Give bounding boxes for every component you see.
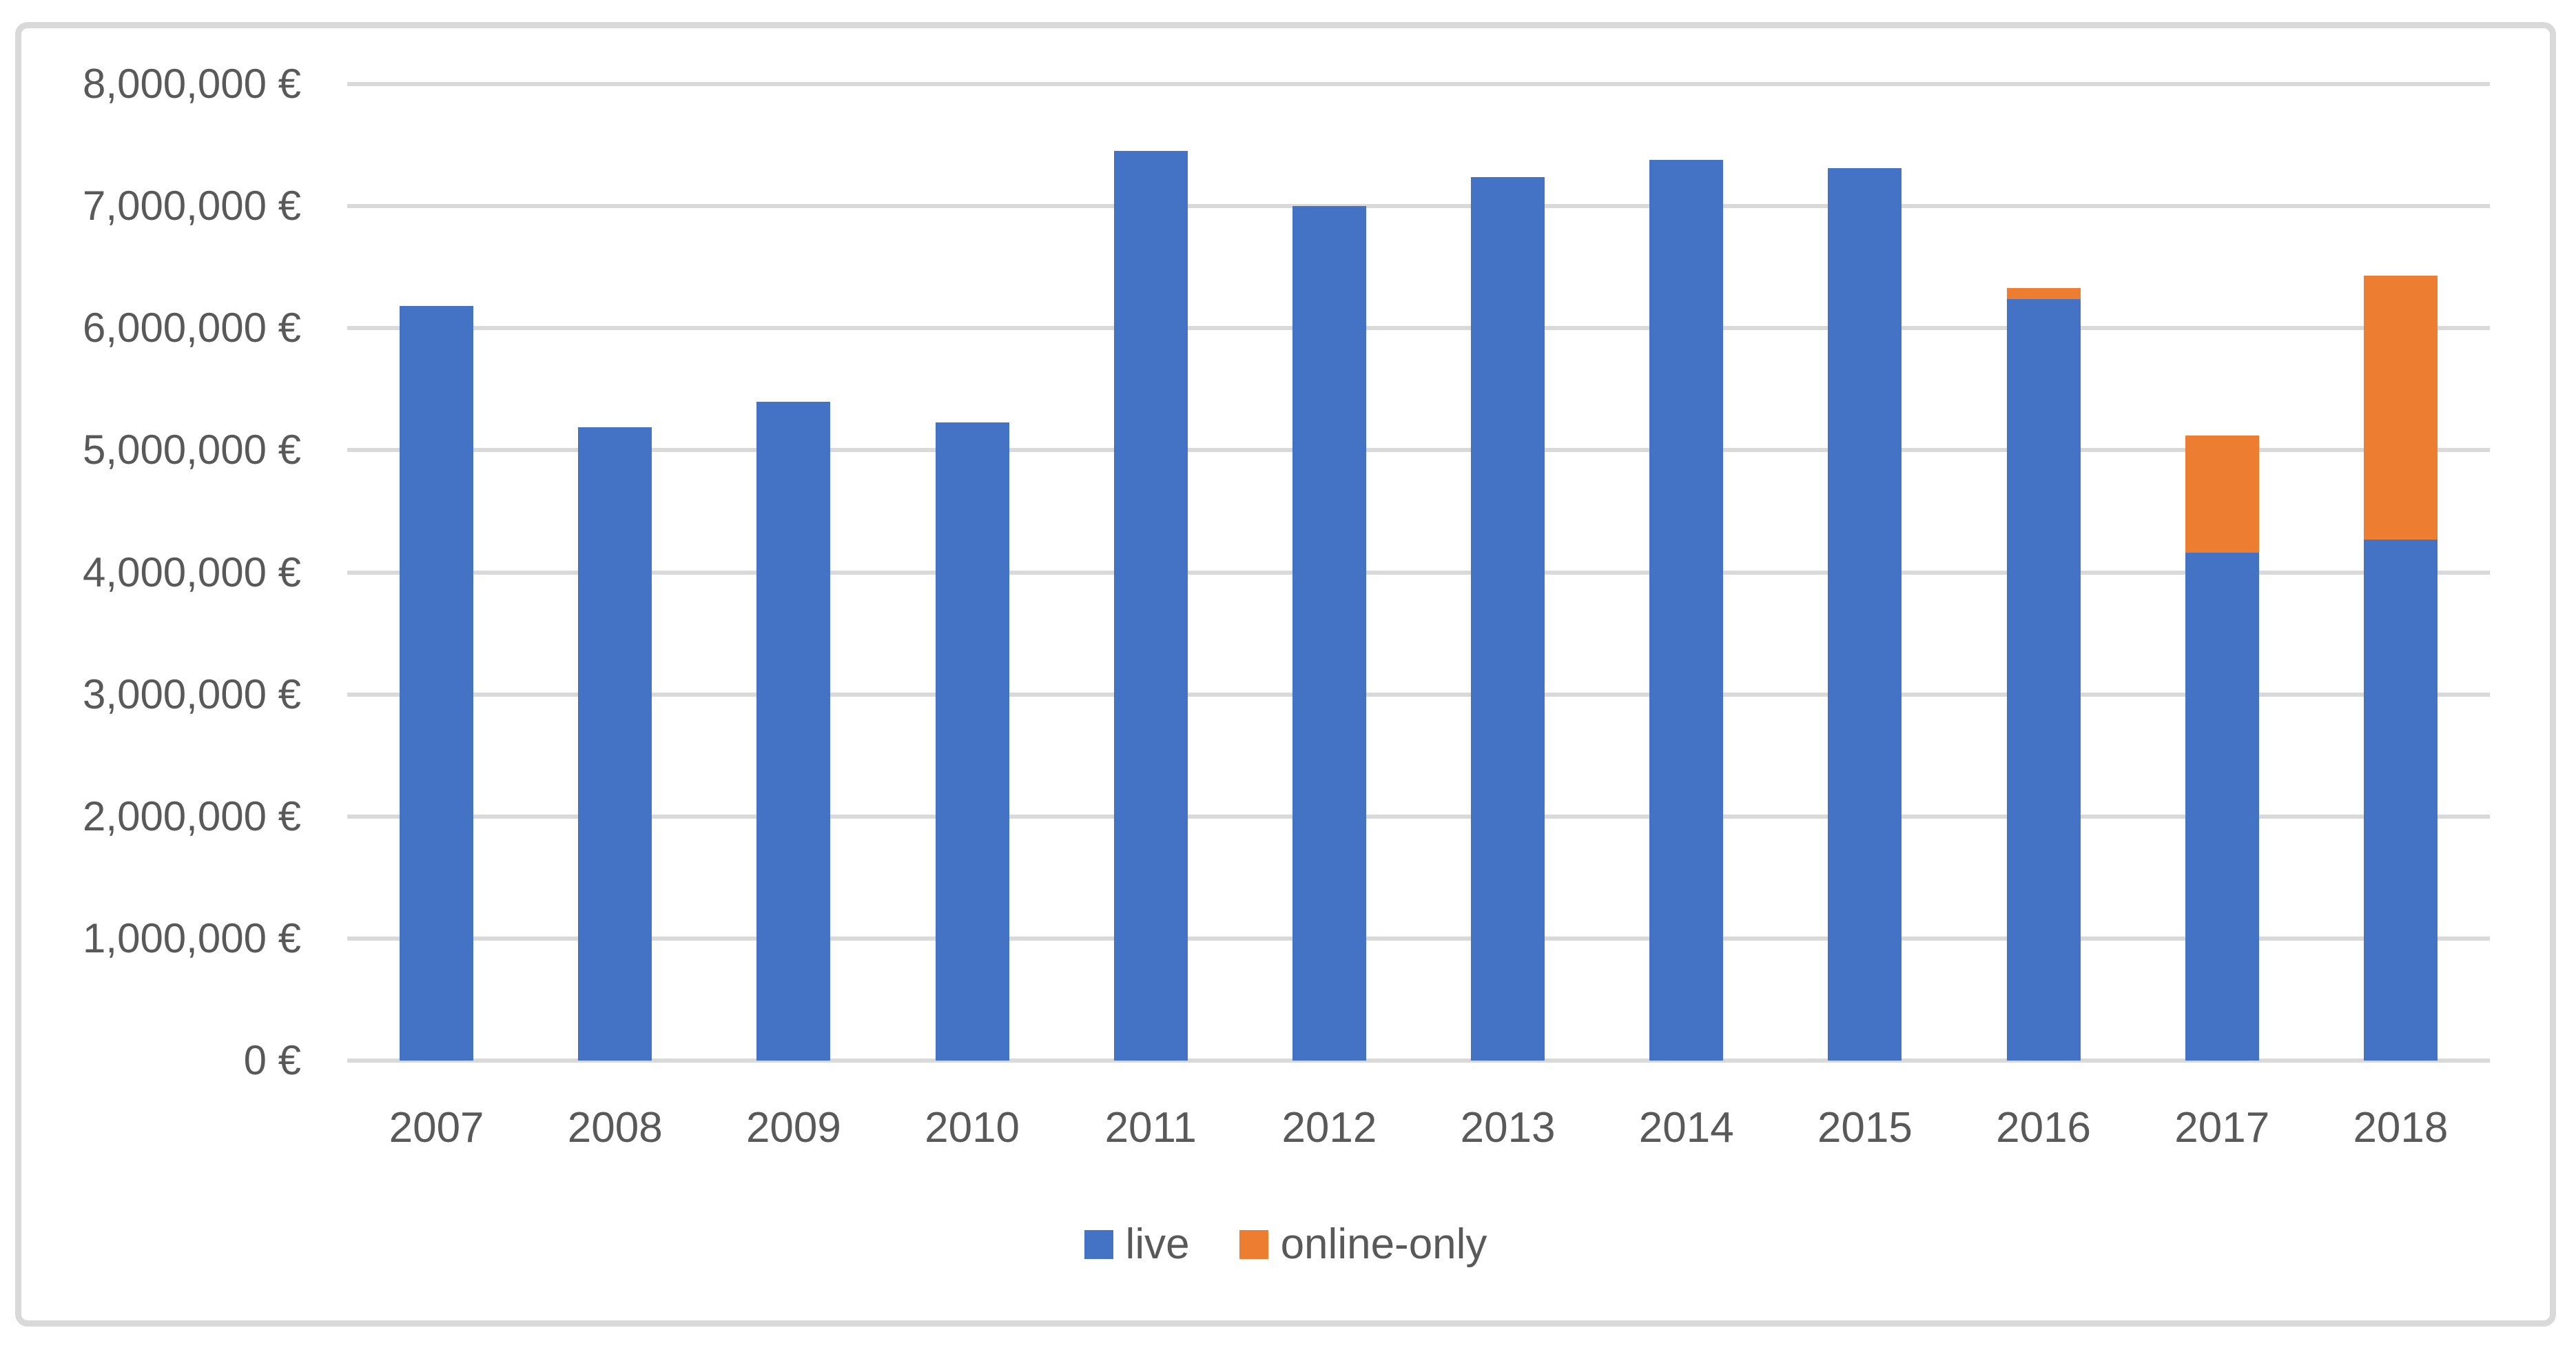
gridline	[347, 204, 2490, 209]
gridline	[347, 814, 2490, 819]
y-axis-tick-label: 8,000,000 €	[83, 61, 301, 107]
y-axis-tick-label: 2,000,000 €	[83, 792, 301, 839]
y-axis-tick-label: 1,000,000 €	[83, 914, 301, 961]
bar-live-2014[interactable]	[1649, 159, 1724, 1061]
bar-live-2009[interactable]	[756, 401, 831, 1061]
legend-swatch-icon	[1084, 1230, 1113, 1259]
x-axis-tick-label-2011: 2011	[1104, 1104, 1197, 1152]
gridline	[347, 448, 2490, 453]
gridline	[347, 326, 2490, 331]
bar-online-only-2016[interactable]	[2006, 287, 2081, 299]
x-axis-tick-label-2016: 2016	[1996, 1104, 2092, 1152]
y-axis-tick-label: 7,000,000 €	[83, 183, 301, 229]
bar-online-only-2017[interactable]	[2185, 436, 2259, 553]
y-axis-tick-label: 3,000,000 €	[83, 671, 301, 717]
bar-live-2012[interactable]	[1292, 206, 1366, 1061]
x-axis-tick-label-2008: 2008	[567, 1104, 663, 1152]
bar-live-2011[interactable]	[1113, 151, 1188, 1061]
x-axis-tick-label-2014: 2014	[1638, 1104, 1734, 1152]
x-axis-tick-label-2013: 2013	[1460, 1104, 1556, 1152]
y-axis-tick-label: 5,000,000 €	[83, 427, 301, 473]
y-axis-tick-label: 4,000,000 €	[83, 549, 301, 595]
bar-live-2018[interactable]	[2363, 539, 2438, 1061]
legend-swatch-icon	[1239, 1230, 1268, 1259]
bar-live-2010[interactable]	[935, 422, 1009, 1061]
legend-label: live	[1125, 1220, 1190, 1268]
y-axis-tick-label: 0 €	[243, 1037, 301, 1083]
bar-live-2013[interactable]	[1471, 176, 1545, 1061]
bar-live-2015[interactable]	[1828, 168, 1902, 1061]
bar-online-only-2018[interactable]	[2363, 276, 2438, 540]
x-axis-tick-label-2010: 2010	[925, 1104, 1020, 1152]
x-axis-tick-label-2009: 2009	[745, 1104, 841, 1152]
bar-live-2007[interactable]	[400, 306, 474, 1061]
bar-live-2008[interactable]	[578, 427, 652, 1061]
x-axis-tick-label-2007: 2007	[389, 1104, 484, 1152]
x-axis-tick-label-2018: 2018	[2353, 1104, 2449, 1152]
legend-item-online-only[interactable]: online-only	[1239, 1218, 1487, 1271]
x-axis-tick-label-2012: 2012	[1281, 1104, 1377, 1152]
gridline	[347, 692, 2490, 697]
x-axis-tick-label-2017: 2017	[2174, 1104, 2270, 1152]
bar-live-2017[interactable]	[2185, 553, 2259, 1061]
legend-item-live[interactable]: live	[1084, 1218, 1190, 1271]
legend: live online-only	[15, 1218, 2556, 1271]
gridline	[347, 570, 2490, 575]
bar-live-2016[interactable]	[2006, 298, 2081, 1061]
gridline	[347, 82, 2490, 86]
gridline	[347, 936, 2490, 941]
gridline	[347, 1058, 2490, 1063]
x-axis-tick-label-2015: 2015	[1817, 1104, 1913, 1152]
y-axis-tick-label: 6,000,000 €	[83, 305, 301, 351]
legend-label: online-only	[1280, 1220, 1487, 1268]
